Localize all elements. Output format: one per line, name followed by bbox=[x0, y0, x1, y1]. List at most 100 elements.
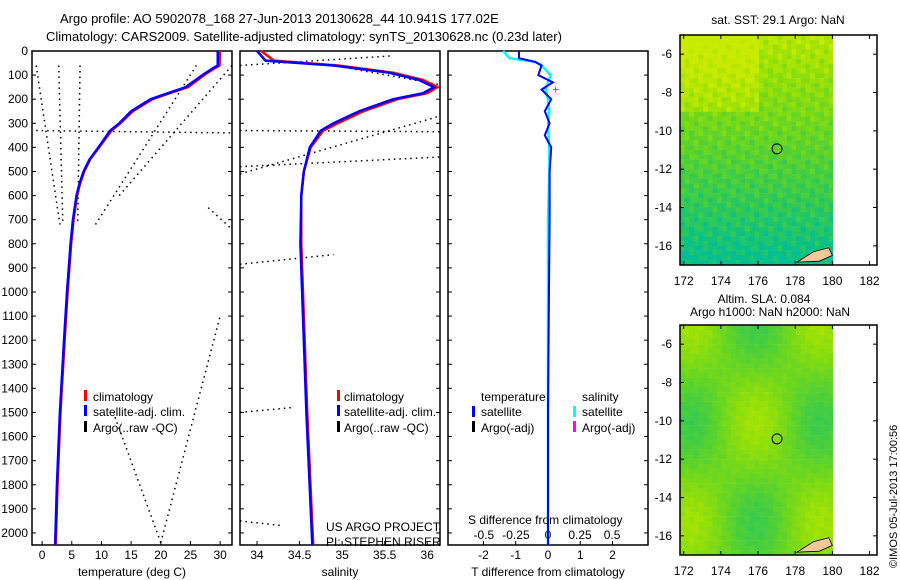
map-cell bbox=[810, 334, 816, 340]
map-cell bbox=[768, 392, 774, 398]
map-cell bbox=[721, 368, 727, 374]
map-cell bbox=[721, 511, 727, 517]
map-cell bbox=[782, 487, 788, 493]
map-cell bbox=[782, 78, 788, 84]
map-cell bbox=[740, 368, 746, 374]
map-cell bbox=[791, 425, 797, 431]
map-cell bbox=[740, 483, 746, 489]
map-cell bbox=[731, 236, 737, 242]
map-cell bbox=[810, 387, 816, 393]
map-cell bbox=[800, 377, 806, 383]
map-cell bbox=[810, 54, 816, 60]
map-cell bbox=[712, 245, 718, 251]
map-cell bbox=[712, 550, 718, 556]
map-cell bbox=[777, 444, 783, 450]
map-cell bbox=[721, 329, 727, 335]
map-cell bbox=[689, 173, 695, 179]
map-cell bbox=[800, 164, 806, 170]
map-cell bbox=[810, 226, 816, 232]
map-cell bbox=[712, 511, 718, 517]
map-cell bbox=[805, 348, 811, 354]
map-cell bbox=[754, 420, 760, 426]
map-cell bbox=[717, 102, 723, 108]
map-cell bbox=[712, 78, 718, 84]
map-cell bbox=[824, 130, 830, 136]
map-cell bbox=[828, 420, 834, 426]
y-tick-label: -16 bbox=[655, 529, 673, 543]
map-cell bbox=[703, 250, 709, 256]
map-cell bbox=[828, 111, 834, 117]
map-cell bbox=[726, 478, 732, 484]
map-cell bbox=[810, 377, 816, 383]
map-cell bbox=[768, 353, 774, 359]
map-cell bbox=[712, 87, 718, 93]
map-cell bbox=[763, 416, 769, 422]
map-cell bbox=[810, 173, 816, 179]
map-cell bbox=[707, 425, 713, 431]
map-cell bbox=[828, 329, 834, 335]
map-cell bbox=[772, 169, 778, 175]
map-cell bbox=[810, 430, 816, 436]
map-cell bbox=[698, 358, 704, 364]
map-cell bbox=[800, 492, 806, 498]
map-cell bbox=[740, 44, 746, 50]
map-cell bbox=[758, 406, 764, 412]
map-cell bbox=[782, 260, 788, 266]
map-cell bbox=[772, 236, 778, 242]
map-cell bbox=[735, 387, 741, 393]
map-cell bbox=[721, 154, 727, 160]
map-cell bbox=[814, 54, 820, 60]
map-cell bbox=[726, 183, 732, 189]
map-cell bbox=[824, 121, 830, 127]
sst-map-panel: 172 174 176 178 180 182-6-8-10-12-14-16 bbox=[655, 34, 880, 288]
series-line-t-satellite bbox=[517, 51, 555, 545]
plot-frame bbox=[239, 50, 441, 546]
map-cell bbox=[800, 193, 806, 199]
map-cell bbox=[782, 435, 788, 441]
map-cell bbox=[717, 97, 723, 103]
map-cell bbox=[745, 39, 751, 45]
legend-title-temperature: temperature bbox=[481, 390, 546, 404]
map-cell bbox=[763, 521, 769, 527]
map-cell bbox=[707, 545, 713, 551]
x-tick-label: 36 bbox=[421, 548, 435, 562]
map-cell bbox=[772, 449, 778, 455]
map-cell bbox=[758, 159, 764, 165]
map-cell bbox=[726, 396, 732, 402]
map-cell bbox=[754, 478, 760, 484]
map-cell bbox=[726, 193, 732, 199]
map-cell bbox=[754, 183, 760, 189]
map-cell bbox=[814, 159, 820, 165]
map-cell bbox=[805, 497, 811, 503]
map-cell bbox=[814, 202, 820, 208]
map-cell bbox=[814, 550, 820, 556]
map-cell bbox=[782, 202, 788, 208]
map-cell bbox=[703, 68, 709, 74]
map-cell bbox=[777, 173, 783, 179]
map-cell bbox=[828, 39, 834, 45]
map-cell bbox=[740, 540, 746, 546]
map-cell bbox=[758, 483, 764, 489]
map-cell bbox=[740, 126, 746, 132]
map-cell bbox=[786, 521, 792, 527]
map-cell bbox=[791, 236, 797, 242]
map-cell bbox=[824, 173, 830, 179]
map-cell bbox=[791, 111, 797, 117]
map-cell bbox=[698, 135, 704, 141]
map-cell bbox=[772, 54, 778, 60]
map-cell bbox=[726, 531, 732, 537]
map-cell bbox=[712, 130, 718, 136]
map-cell bbox=[772, 430, 778, 436]
map-cell bbox=[749, 102, 755, 108]
map-cell bbox=[763, 44, 769, 50]
map-cell bbox=[698, 334, 704, 340]
map-cell bbox=[735, 449, 741, 455]
map-cell bbox=[680, 173, 685, 179]
map-cell bbox=[745, 358, 751, 364]
map-cell bbox=[763, 111, 769, 117]
map-cell bbox=[726, 468, 732, 474]
map-cell bbox=[684, 483, 690, 489]
map-cell bbox=[749, 411, 755, 417]
map-cell bbox=[689, 444, 695, 450]
map-cell bbox=[721, 516, 727, 522]
